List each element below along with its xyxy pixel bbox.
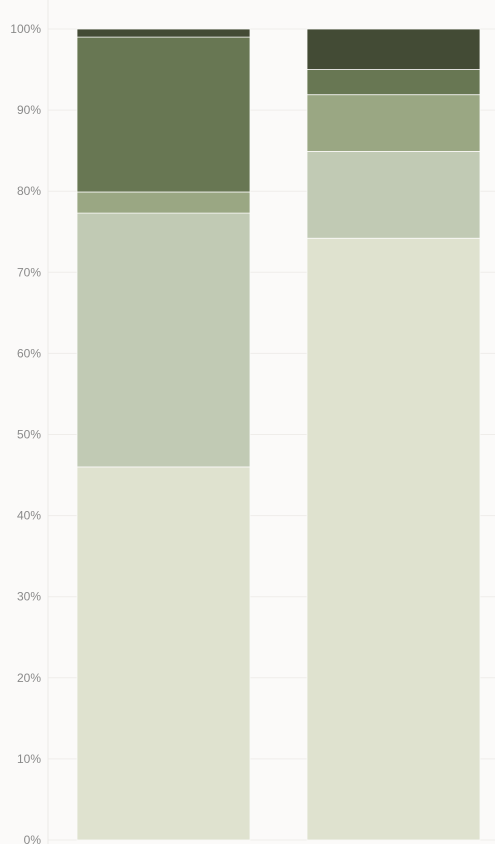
bar-segment [306, 69, 481, 96]
bar-segment [76, 28, 251, 38]
y-tick-label: 50% [17, 428, 41, 442]
y-tick-label: 100% [10, 22, 41, 36]
y-tick-label: 10% [17, 752, 41, 766]
bar-segment [76, 212, 251, 468]
y-tick-label: 70% [17, 265, 41, 279]
bar-segment [306, 94, 481, 152]
bar-segment [306, 151, 481, 239]
y-tick-label: 40% [17, 509, 41, 523]
bars [76, 28, 481, 841]
bar-segment [76, 466, 251, 841]
bar-segment [76, 36, 251, 193]
bar-segment [306, 28, 481, 70]
y-tick-label: 90% [17, 103, 41, 117]
y-axis: 0% 10% 20% 30% 40% 50% 60% 70% 80% 90% 100% [10, 0, 49, 844]
y-tick-label: 80% [17, 184, 41, 198]
bar-segment [76, 191, 251, 214]
y-tick-label: 0% [24, 833, 42, 844]
y-tick-label: 60% [17, 346, 41, 360]
y-tick-label: 30% [17, 590, 41, 604]
bar-segment [306, 237, 481, 841]
y-tick-label: 20% [17, 671, 41, 685]
